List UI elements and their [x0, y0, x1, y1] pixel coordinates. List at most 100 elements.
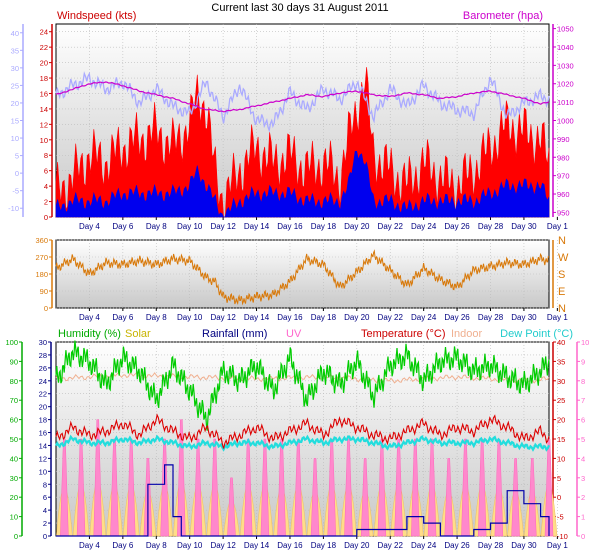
direction-x-tick-label: Day 8 [146, 313, 167, 322]
temperature-tick-label: 30 [557, 377, 565, 386]
outer-left-tick-label: 25 [11, 81, 19, 90]
humidity-tick-label: 30 [10, 474, 18, 483]
direction-x-tick-label: Day 6 [112, 313, 133, 322]
legend-dew-point: Dew Point (°C) [500, 328, 573, 340]
uv-tick-label: 4 [581, 454, 585, 463]
legend-indoor: Indoor [451, 328, 483, 340]
windspeed-tick-label: 14 [40, 105, 48, 114]
barometer-tick-label: 950 [557, 208, 570, 217]
weather-x-tick-label: Day 28 [478, 541, 504, 550]
uv-tick-label: 9 [581, 357, 585, 366]
windspeed-tick-label: 4 [44, 182, 48, 191]
outer-left-tick-label: 5 [15, 152, 19, 161]
barometer-tick-label: 1050 [557, 25, 574, 34]
uv-peak [377, 438, 387, 537]
uv-tick-label: 5 [581, 435, 585, 444]
wind-x-tick-label: Day 16 [277, 222, 303, 231]
outer-left-tick-label: 20 [11, 99, 19, 108]
uv-tick-label: 3 [581, 474, 585, 483]
outer-left-tick-label: 35 [11, 46, 19, 55]
rainfall-tick-label: 8 [43, 480, 47, 489]
direction-x-tick-label: Day 20 [344, 313, 370, 322]
rainfall-tick-label: 4 [43, 506, 47, 515]
direction-tick-label: 90 [40, 287, 48, 296]
legend-solar: Solar [125, 328, 151, 340]
legend-uv: UV [286, 328, 302, 340]
windspeed-tick-label: 8 [44, 151, 48, 160]
temperature-tick-label: -5 [557, 513, 564, 522]
uv-tick-label: 10 [581, 338, 589, 347]
windspeed-tick-label: 24 [40, 28, 48, 37]
barometer-tick-label: 1030 [557, 61, 574, 70]
direction-compass-label: S [558, 269, 565, 281]
temperature-tick-label: 15 [557, 435, 565, 444]
rainfall-tick-label: 28 [39, 351, 47, 360]
humidity-tick-label: 0 [14, 532, 18, 541]
direction-x-tick-label: Day 22 [378, 313, 404, 322]
legend-temperature: Temperature (°C) [361, 328, 445, 340]
barometer-tick-label: 960 [557, 190, 570, 199]
weather-plot: Day 4 Day 6 Day 8 Day 10 Day 12 Day 14 Day 16 D… [5, 338, 589, 550]
windspeed-tick-label: 18 [40, 74, 48, 83]
windspeed-tick-label: 16 [40, 89, 48, 98]
direction-tick-label: 360 [35, 236, 48, 245]
temperature-tick-label: 10 [557, 454, 565, 463]
wind-x-tick-label: Day 26 [444, 222, 470, 231]
windspeed-tick-label: 6 [44, 167, 48, 176]
windspeed-tick-label: 0 [44, 213, 48, 222]
humidity-tick-label: 80 [10, 377, 18, 386]
direction-compass-label: E [558, 286, 565, 298]
weather-x-tick-label: Day 10 [177, 541, 203, 550]
weather-x-tick-label: Day 18 [311, 541, 337, 550]
windspeed-axis-label: Windspeed (kts) [57, 10, 136, 22]
wind-x-tick-label: Day 4 [79, 222, 100, 231]
windspeed-tick-label: 10 [40, 136, 48, 145]
humidity-tick-label: 20 [10, 493, 18, 502]
temperature-tick-label: 40 [557, 338, 565, 347]
uv-tick-label: 2 [581, 493, 585, 502]
barometer-tick-label: 1040 [557, 43, 574, 52]
rainfall-tick-label: 6 [43, 493, 47, 502]
direction-x-tick-label: Day 28 [478, 313, 504, 322]
outer-left-tick-label: 10 [11, 134, 19, 143]
uv-peak [477, 438, 487, 537]
legend-humidity: Humidity (%) [58, 328, 121, 340]
direction-tick-label: 270 [35, 253, 48, 262]
direction-x-tick-label: Day 30 [511, 313, 537, 322]
outer-left-tick-label: 40 [11, 29, 19, 38]
weather-x-tick-label: Day 6 [112, 541, 133, 550]
direction-compass-label: W [558, 252, 569, 264]
direction-x-tick-label: Day 18 [311, 313, 337, 322]
outer-left-line [55, 71, 550, 133]
weather-x-tick-label: Day 20 [344, 541, 370, 550]
wind-x-tick-label: Day 12 [210, 222, 236, 231]
uv-peak [511, 458, 520, 537]
outer-left-tick-label: -5 [12, 187, 19, 196]
direction-x-tick-label: Day 24 [411, 313, 437, 322]
wind-direction-plot: Day 4 Day 6 Day 8 Day 10 Day 12 Day 14 Day 16 D… [35, 235, 569, 322]
windspeed-tick-label: 20 [40, 59, 48, 68]
direction-compass-label: N [558, 303, 566, 315]
uv-peak [494, 438, 504, 537]
wind-x-tick-label: Day 6 [112, 222, 133, 231]
direction-x-tick-label: Day 16 [277, 313, 303, 322]
rainfall-tick-label: 16 [39, 429, 47, 438]
wind-x-tick-label: Day 20 [344, 222, 370, 231]
outer-left-tick-label: 15 [11, 117, 19, 126]
outer-left-tick-label: -10 [8, 204, 19, 213]
wind-x-tick-label: Day 22 [378, 222, 404, 231]
weather-x-tick-label: Day 14 [244, 541, 270, 550]
outer-left-tick-label: 30 [11, 64, 19, 73]
barometer-tick-label: 1010 [557, 98, 574, 107]
rainfall-tick-label: 10 [39, 467, 47, 476]
uv-peak [160, 438, 169, 537]
weather-x-tick-label: Day 1 [547, 541, 568, 550]
humidity-tick-label: 50 [10, 435, 18, 444]
wind-x-tick-label: Day 8 [146, 222, 167, 231]
humidity-tick-label: 100 [5, 338, 18, 347]
direction-tick-label: 0 [44, 304, 48, 313]
wind-x-tick-label: Day 14 [244, 222, 270, 231]
rainfall-tick-label: 18 [39, 416, 47, 425]
weather-x-tick-label: Day 16 [277, 541, 303, 550]
